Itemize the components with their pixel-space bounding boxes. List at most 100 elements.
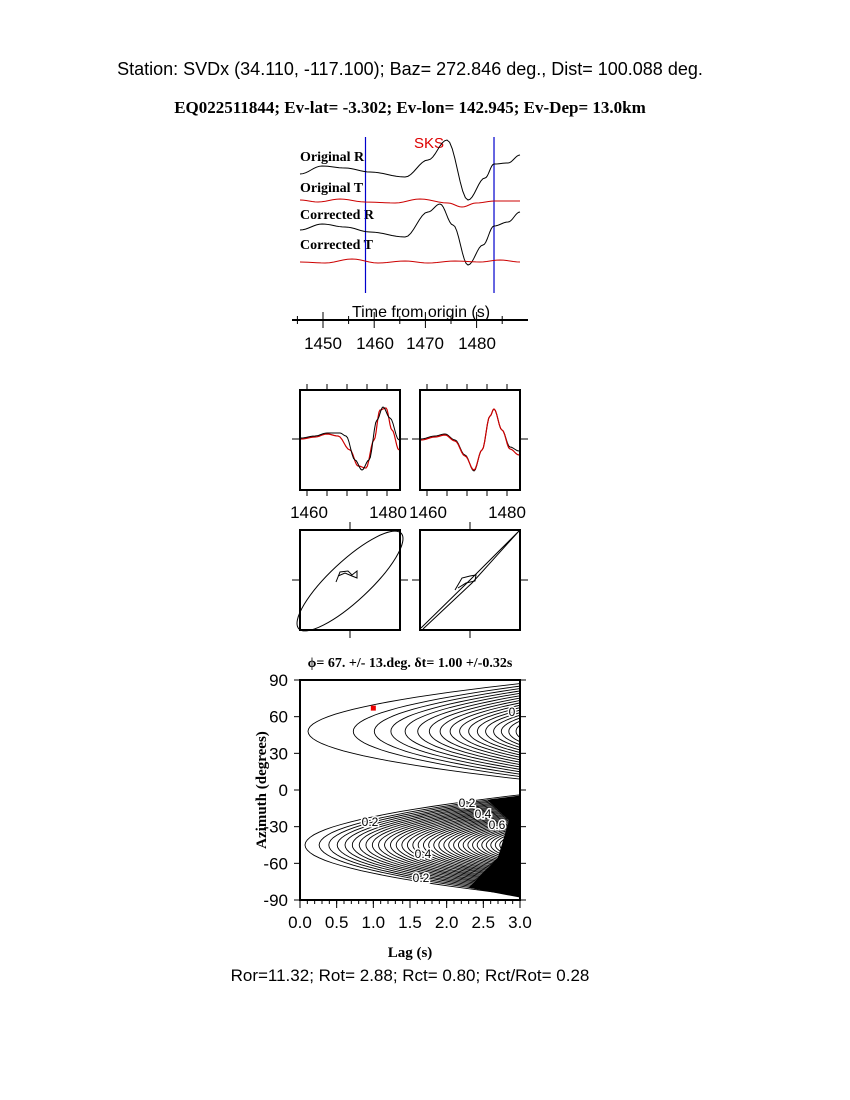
time-axis-label: Time from origin (s) [352,304,490,321]
trace-label-corrected-t: Corrected T [300,238,374,253]
particle-motion-corrected [420,530,520,630]
contour-frame [299,679,521,901]
contour-line-lower [472,824,520,866]
contour-line-upper [515,724,520,739]
contour-line-upper [352,685,520,778]
contour-line-upper [307,683,520,780]
trace-label-original-t: Original T [300,181,364,196]
waveform-compare-corrected-box [419,389,521,491]
contour-line-lower [476,825,520,865]
contour-line-lower [318,795,520,895]
contour-title: ϕ= 67. +/- 13.deg. δt= 1.00 +/-0.32s [308,656,513,671]
contour-line-upper [459,704,520,758]
contour-line-lower [494,830,520,860]
contour-label: 0.4 [415,847,432,861]
particle-motion-original-noise [335,569,358,583]
particle-motion-corrected-noise [454,574,477,591]
waveform-compare-original-box [299,389,401,491]
contour-line-lower [378,804,520,886]
time-tick-label: 1470 [406,334,444,353]
contour-label: 0.6 [489,818,506,832]
contour-line-upper [439,699,520,763]
contour-line-lower [351,799,520,891]
contour-line-upper [476,709,520,753]
contour-line-lower [522,835,531,855]
station-info: Station: SVDx (34.110, -117.100); Baz= 2… [117,59,703,79]
particle-motion-original-box [299,529,401,631]
contour-line-lower [526,836,530,854]
azimuth-tick-label: 60 [269,708,288,727]
contour-line-lower [457,821,520,869]
contour-line-lower [389,806,520,884]
compare-corrected-fast [420,408,520,471]
trace-original-t [299,198,520,208]
contour-line-upper [404,692,520,770]
contour-line-lower [412,811,520,879]
compare-original-slow [300,406,400,471]
contour-line-upper [500,717,520,746]
contour-line-lower [384,805,520,885]
trace-corrected-t [299,258,521,264]
contour-line-lower [422,813,520,877]
contour-line-lower [344,798,520,892]
contour-label: 0.2 [413,871,430,885]
lag-tick-label: 2.5 [472,913,496,932]
contour-y-label: Azimuth (degrees) [254,731,270,849]
contour-line-lower [448,818,520,872]
contour-x-label: Lag (s) [388,945,433,961]
trace-original-r [299,139,521,201]
contour-line-lower [453,820,520,870]
lag-tick-label: 0.5 [325,913,349,932]
event-info: EQ022511844; Ev-lat= -3.302; Ev-lon= 142… [174,98,646,117]
azimuth-tick-label: -90 [263,891,288,910]
trace-corrected-r [299,203,521,266]
contour-line-lower [395,807,520,883]
contour-line-lower [467,823,520,867]
contour-line-lower [433,815,520,875]
compare-tick-label: 1480 [488,503,526,522]
contour-line-upper [523,722,530,741]
azimuth-tick-label: -30 [263,818,288,837]
lag-tick-label: 1.5 [398,913,422,932]
contour-line-lower [304,794,520,896]
contour-line-lower [508,834,520,856]
contour-line-lower [358,801,520,889]
azimuth-tick-label: -60 [263,854,288,873]
compare-tick-label: 1460 [409,503,447,522]
compare-tick-label: 1480 [369,503,407,522]
compare-original-fast [300,407,400,469]
contour-line-lower [371,803,520,887]
lag-tick-label: 2.0 [435,913,459,932]
contour-line-upper [390,690,520,773]
contour-line-upper [428,697,520,766]
compare-tick-label: 1460 [290,503,328,522]
contour-line-upper [485,712,520,751]
contour-line-upper [508,720,520,743]
contour-line-lower [443,817,520,873]
contour-line-upper [493,714,520,748]
lag-tick-label: 3.0 [508,913,532,932]
contour-dense-region [468,796,520,898]
contour-panel: 00.20.40.60.20.40.20.0 0.5 1.0 1.5 2.0 2.5 3.0… [263,671,531,932]
azimuth-tick-label: 0 [279,781,288,800]
contour-line-lower [490,829,520,861]
contour-label: 0.2 [459,796,476,810]
contour-line-upper [468,707,520,756]
contour-line-lower [485,828,520,862]
time-tick-label: 1480 [458,334,496,353]
contour-line-lower [481,827,520,863]
time-tick-label: 1450 [304,334,342,353]
best-fit-marker [370,705,376,711]
phase-label: SKS [414,135,444,152]
contour-line-upper [449,702,520,761]
contour-line-lower [512,836,520,854]
contour-line-lower [428,814,520,876]
contour-line-upper [373,688,520,775]
contour-line-lower [406,809,520,881]
contour-line-lower [499,831,520,859]
contour-line-lower [516,839,520,851]
contour-label: 0.4 [475,807,492,821]
contour-line-lower [401,808,520,882]
contour-line-lower [365,802,520,888]
